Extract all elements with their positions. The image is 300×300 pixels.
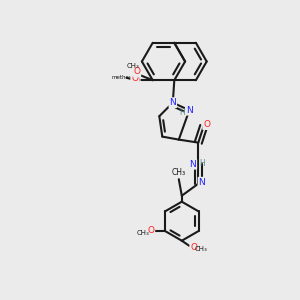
Text: CH₃: CH₃ [127,63,140,69]
Text: CH₃: CH₃ [195,246,208,252]
Text: H: H [179,108,185,117]
Text: O: O [190,243,197,252]
Text: methoxy: methoxy [112,75,136,80]
Text: N: N [186,106,193,115]
Text: H: H [199,159,205,168]
Text: N: N [190,160,196,169]
Text: O: O [203,120,210,129]
Text: CH₃: CH₃ [172,168,186,177]
Text: O: O [133,76,140,85]
Text: N: N [169,98,176,107]
Text: N: N [199,178,205,187]
Text: CH₃: CH₃ [136,230,149,236]
Text: O: O [131,74,138,83]
Text: O: O [133,67,140,76]
Text: O: O [147,226,154,236]
